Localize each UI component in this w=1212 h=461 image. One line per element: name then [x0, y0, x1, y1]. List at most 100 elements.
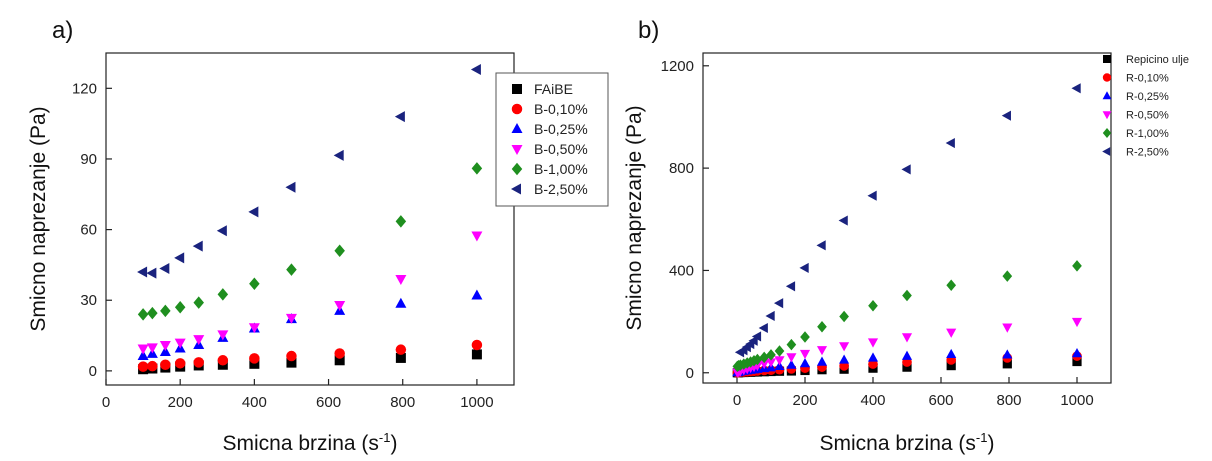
data-point-circle: [193, 357, 204, 368]
data-point-diamond: [193, 296, 204, 309]
data-point-triangle-left: [765, 310, 775, 322]
data-point-triangle-left: [137, 266, 148, 278]
legend-label: B-0,25%: [534, 121, 588, 137]
data-point-triangle-down: [901, 333, 913, 343]
data-point-triangle-down: [786, 353, 797, 363]
legend-marker-square: [1103, 55, 1111, 63]
data-point-triangle-left: [216, 225, 227, 237]
legend-marker-diamond: [511, 162, 523, 176]
data-point-triangle-up: [1002, 349, 1013, 359]
data-point-triangle-left: [785, 281, 796, 292]
x-tick-label: 200: [792, 392, 817, 409]
legend-label: B-1,00%: [534, 161, 588, 177]
data-point-diamond: [786, 338, 797, 351]
data-point-circle: [174, 358, 186, 369]
ticks-a: 0 200 400 600 800 1000 0 30 60 90 120: [72, 80, 494, 411]
data-point-triangle-left: [773, 298, 784, 309]
data-point-triangle-up: [786, 359, 797, 369]
data-point-triangle-left: [470, 63, 481, 75]
chart-panel-b: b) 0 200 400 600 800 1000 0 400 800 1200 Smicna b…: [623, 17, 1189, 455]
data-point-triangle-up: [799, 358, 811, 368]
data-point-triangle-left: [1001, 110, 1011, 121]
panel-label-a: a): [52, 17, 73, 44]
y-axis-title-b: Smicno naprezanje (Pa): [623, 105, 646, 330]
data-point-triangle-left: [1071, 83, 1081, 94]
data-point-diamond: [395, 215, 407, 228]
data-point-triangle-up: [471, 289, 483, 300]
x-axis-title-a-main: Smicna brzina (s: [223, 432, 379, 455]
data-point-diamond: [766, 349, 776, 361]
plot-area-a: [105, 52, 515, 386]
data-point-diamond: [249, 277, 260, 291]
y-tick-label: 800: [669, 160, 694, 177]
legend-label: R-1,00%: [1126, 128, 1169, 140]
data-points-b: [732, 83, 1083, 378]
data-point-triangle-up: [1071, 348, 1083, 358]
y-tick-label: 0: [686, 365, 694, 382]
legend-a: FAiBE B-0,10% B-0,25% B-0,50% B-1,00% B-2,50%: [495, 72, 609, 207]
x-axis-title-b-main: Smicna brzina (s: [820, 432, 976, 455]
legend-marker-triangle-up: [511, 123, 523, 133]
legend-box: [495, 72, 609, 207]
data-point-triangle-up: [159, 346, 171, 357]
x-tick-label: 600: [316, 394, 341, 411]
data-point-triangle-left: [838, 215, 848, 226]
legend-label: FAiBE: [534, 81, 573, 97]
x-tick-label: 400: [242, 394, 267, 411]
data-point-triangle-down: [867, 338, 879, 348]
data-point-triangle-left: [146, 267, 157, 279]
x-axis-title-a-sup: -1: [379, 430, 391, 445]
x-tick-label: 400: [860, 392, 885, 409]
data-point-diamond: [752, 353, 763, 366]
data-point-diamond: [868, 299, 878, 312]
x-axis-title-b-sup: -1: [976, 430, 988, 445]
data-point-diamond: [774, 345, 785, 357]
data-point-triangle-up: [867, 352, 879, 362]
data-point-triangle-up: [901, 350, 913, 360]
data-point-triangle-left: [867, 190, 877, 201]
data-point-diamond: [160, 304, 171, 318]
data-point-triangle-left: [333, 149, 344, 161]
legend-label: R-0,25%: [1126, 91, 1169, 103]
data-point-triangle-left: [285, 181, 296, 193]
x-tick-label: 200: [168, 394, 193, 411]
data-point-circle: [160, 359, 171, 371]
data-point-triangle-down: [839, 342, 850, 352]
x-tick-label: 0: [733, 392, 741, 409]
legend-label: R-0,10%: [1126, 73, 1169, 85]
plot-area-b: [702, 52, 1112, 384]
data-point-triangle-up: [395, 297, 407, 308]
data-point-circle: [286, 350, 297, 362]
y-tick-label: 400: [669, 262, 694, 279]
y-tick-label: 1200: [661, 58, 694, 75]
data-point-triangle-down: [765, 358, 777, 368]
data-point-circle: [217, 355, 229, 366]
data-point-triangle-down: [816, 346, 828, 356]
data-point-diamond: [1002, 270, 1013, 282]
legend-marker-triangle-up: [1102, 91, 1112, 100]
data-point-triangle-left: [192, 240, 203, 252]
legend-label: Repicino ulje: [1126, 54, 1189, 66]
data-point-diamond: [174, 301, 186, 314]
x-tick-label: 800: [390, 394, 415, 411]
data-point-diamond: [1072, 260, 1082, 272]
legend-label: B-0,50%: [534, 141, 588, 157]
data-point-triangle-left: [799, 262, 809, 273]
data-point-diamond: [946, 279, 957, 292]
data-point-triangle-down: [248, 323, 260, 334]
x-tick-label: 800: [996, 392, 1021, 409]
y-tick-label: 0: [89, 363, 97, 380]
y-tick-label: 30: [80, 292, 97, 309]
data-point-triangle-down: [193, 335, 205, 346]
data-point-triangle-down: [146, 343, 158, 354]
data-point-square: [395, 352, 406, 363]
y-tick-label: 60: [80, 222, 97, 239]
data-point-triangle-left: [816, 240, 826, 251]
legend-marker-triangle-left: [1102, 147, 1111, 156]
data-point-circle: [334, 348, 345, 359]
data-point-triangle-down: [799, 349, 811, 360]
data-point-triangle-down: [946, 328, 957, 338]
legend-marker-triangle-left: [511, 183, 521, 195]
data-point-diamond: [817, 320, 827, 333]
